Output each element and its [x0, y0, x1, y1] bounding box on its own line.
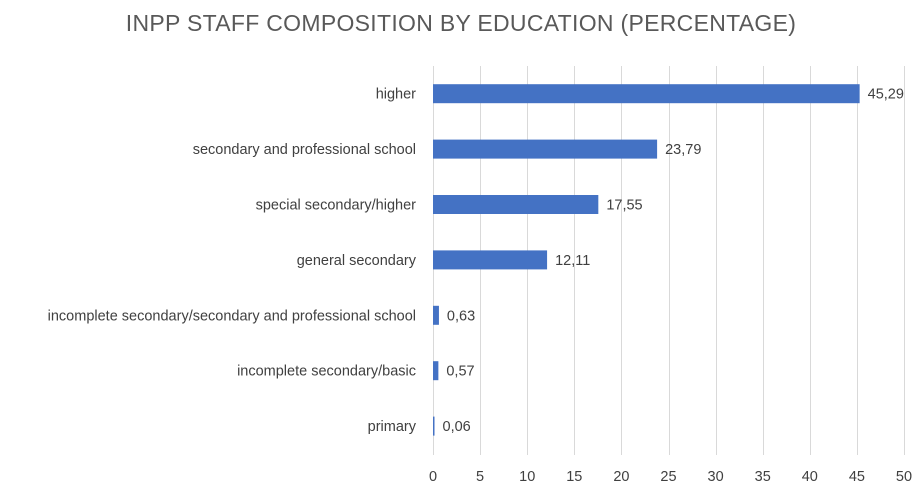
x-tick-label: 40: [802, 469, 818, 485]
data-label: 45,29: [868, 87, 904, 103]
x-tick-label: 0: [429, 469, 437, 485]
bar: [433, 416, 435, 436]
x-tick-label: 50: [896, 469, 912, 485]
x-tick-label: 20: [613, 469, 629, 485]
category-label: primary: [368, 419, 417, 435]
bar: [433, 361, 439, 381]
bar: [433, 195, 599, 214]
category-label: general secondary: [297, 253, 417, 269]
x-tick-label: 30: [708, 469, 724, 485]
data-label: 12,11: [555, 253, 590, 269]
data-label: 0,57: [446, 364, 474, 380]
x-tick-label: 15: [566, 469, 582, 485]
x-tick-label: 45: [849, 469, 865, 485]
bar: [433, 84, 860, 104]
category-label: secondary and professional school: [193, 142, 416, 158]
bar: [433, 139, 658, 159]
category-label: incomplete secondary/basic: [237, 364, 416, 380]
data-label: 17,55: [606, 198, 642, 214]
x-tick-label: 35: [755, 469, 771, 485]
category-label: special secondary/higher: [256, 198, 417, 214]
bar: [433, 250, 548, 270]
x-tick-label: 10: [519, 469, 535, 485]
bar: [433, 305, 439, 325]
data-label: 23,79: [665, 142, 701, 158]
category-label: incomplete secondary/secondary and profe…: [48, 308, 416, 324]
data-label: 0,06: [443, 419, 471, 435]
category-label: higher: [376, 87, 416, 103]
chart-title: INPP STAFF COMPOSITION BY EDUCATION (PER…: [125, 10, 797, 36]
data-label: 0,63: [447, 308, 475, 324]
x-tick-label: 5: [476, 469, 484, 485]
x-tick-label: 25: [660, 469, 676, 485]
